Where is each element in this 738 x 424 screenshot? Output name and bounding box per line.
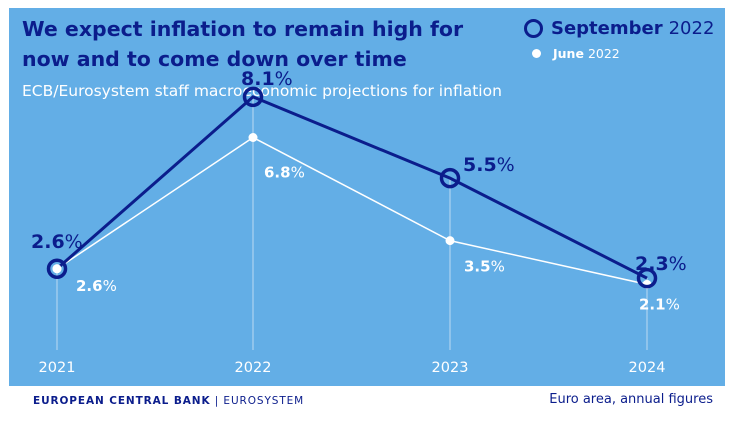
series-line-june xyxy=(56,136,648,286)
legend-label-june-year: 2022 xyxy=(587,46,620,61)
legend-marker-june xyxy=(532,49,541,58)
series-line-september xyxy=(56,95,648,280)
data-point-september xyxy=(46,258,68,279)
footer-org-bold: EUROPEAN CENTRAL BANK xyxy=(33,395,211,407)
legend-label-september-year: 2022 xyxy=(668,18,715,39)
footer-org-rest: | EUROSYSTEM xyxy=(210,395,305,407)
data-label-september: 8.1% xyxy=(241,68,293,90)
legend-label-september-month: September xyxy=(551,18,663,39)
x-tick-label: 2024 xyxy=(629,360,666,376)
data-point-september xyxy=(636,267,658,289)
data-point-june xyxy=(248,133,258,142)
data-point-june-overlap xyxy=(52,264,62,274)
x-tick-label: 2021 xyxy=(39,360,76,376)
data-label-june: 2.1% xyxy=(639,295,680,313)
data-point-september xyxy=(439,167,461,189)
chart-subtitle: ECB/Eurosystem staff macroeconomic proje… xyxy=(22,82,502,100)
data-label-june: 3.5% xyxy=(464,258,505,276)
data-label-june: 2.6% xyxy=(76,277,117,295)
x-tick-label: 2023 xyxy=(432,360,469,376)
legend-label-june-month: June xyxy=(553,46,584,61)
chart-title: We expect inflation to remain high for n… xyxy=(22,17,464,71)
legend-item-june: June 2022 xyxy=(532,46,620,61)
data-label-september: 5.5% xyxy=(463,154,515,176)
data-point-september xyxy=(242,86,264,108)
footer-note: Euro area, annual figures xyxy=(549,392,713,407)
data-point-june xyxy=(445,236,455,246)
legend-marker-september xyxy=(524,19,543,38)
data-label-september: 2.6% xyxy=(31,231,83,253)
footer-organization: EUROPEAN CENTRAL BANK | EUROSYSTEM xyxy=(33,395,304,407)
x-tick-label: 2022 xyxy=(235,360,272,376)
data-label-september: 2.3% xyxy=(635,253,687,275)
legend-item-september: September 2022 xyxy=(524,18,714,39)
data-label-june: 6.8% xyxy=(264,164,305,182)
